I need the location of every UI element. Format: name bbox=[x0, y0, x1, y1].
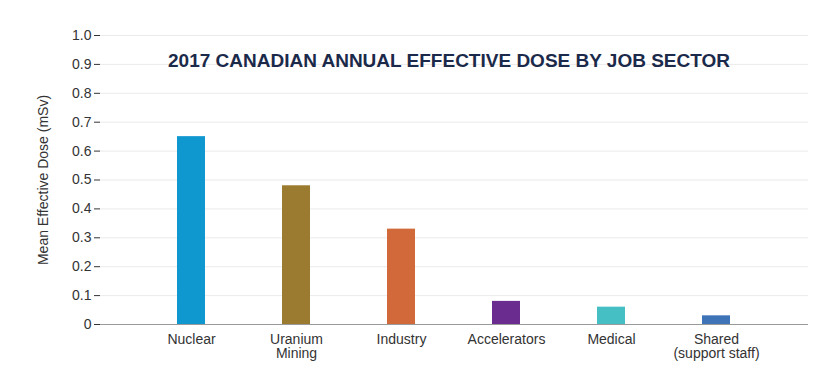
svg-text:0.5: 0.5 bbox=[72, 171, 92, 187]
svg-text:0.3: 0.3 bbox=[72, 229, 92, 245]
svg-text:1.0: 1.0 bbox=[72, 27, 92, 43]
svg-text:Nuclear: Nuclear bbox=[167, 331, 216, 347]
svg-text:0.7: 0.7 bbox=[72, 114, 92, 130]
svg-text:0.2: 0.2 bbox=[72, 258, 92, 274]
svg-text:0.6: 0.6 bbox=[72, 143, 92, 159]
svg-text:0.4: 0.4 bbox=[72, 200, 92, 216]
svg-text:0.8: 0.8 bbox=[72, 85, 92, 101]
svg-text:Shared(support staff): Shared(support staff) bbox=[673, 331, 759, 361]
svg-text:UraniumMining: UraniumMining bbox=[270, 331, 323, 361]
svg-text:0.9: 0.9 bbox=[72, 56, 92, 72]
svg-text:0.1: 0.1 bbox=[72, 287, 92, 303]
svg-text:Medical: Medical bbox=[587, 331, 635, 347]
html-text:2017 CANADIAN ANNUAL EFFECTIVE: 2017 CANADIAN ANNUAL EFFECTIVE DOSE BY J… bbox=[168, 50, 730, 71]
svg-text:Industry: Industry bbox=[377, 331, 427, 347]
svg-text:Mean Effective Dose (mSv): Mean Effective Dose (mSv) bbox=[35, 95, 51, 265]
svg-text:Accelerators: Accelerators bbox=[468, 331, 546, 347]
svg-text:0: 0 bbox=[84, 316, 92, 332]
